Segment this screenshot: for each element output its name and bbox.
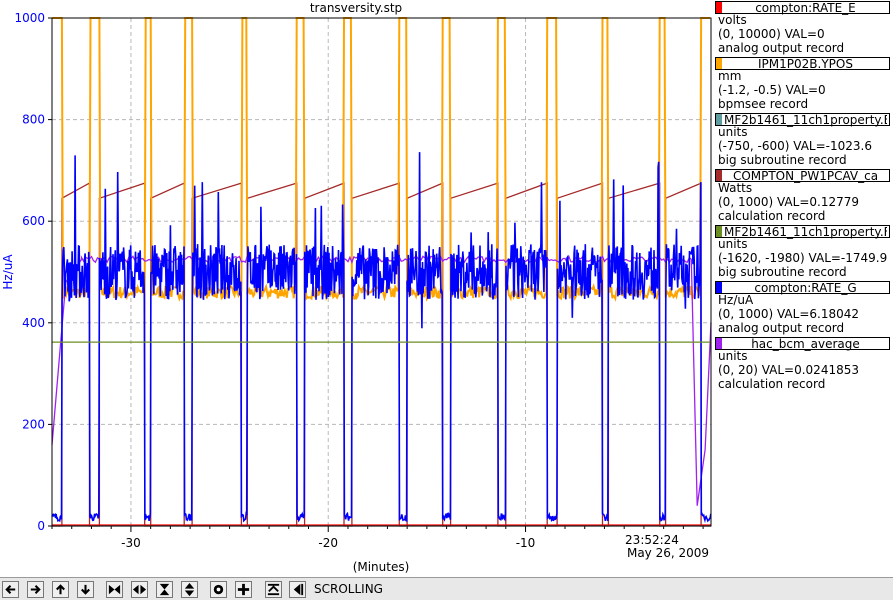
legend-name-box[interactable]: COMPTON_PW1PCAV_ca bbox=[715, 169, 890, 183]
arrow-up-button[interactable] bbox=[52, 581, 69, 598]
legend-name-box[interactable]: hac_bcm_average bbox=[715, 337, 890, 351]
x-tick-label: -10 bbox=[516, 536, 536, 550]
legend-name-box[interactable]: MF2b1461_11ch1property.E bbox=[715, 113, 890, 127]
legend-units: mm bbox=[718, 69, 742, 83]
zoom-out-vertical-button[interactable] bbox=[181, 581, 198, 598]
pan-left-button[interactable] bbox=[289, 581, 306, 598]
arrow-right-icon bbox=[30, 585, 41, 594]
legend-units: Watts bbox=[718, 181, 753, 195]
y-tick-label: 1000 bbox=[14, 11, 45, 25]
legend-swatch bbox=[716, 58, 722, 69]
zoom-in-horizontal-button[interactable] bbox=[106, 581, 123, 598]
legend-record: analog output record bbox=[718, 321, 845, 335]
plot-frame bbox=[51, 17, 712, 527]
legend-units: volts bbox=[718, 13, 747, 27]
legend-name-box[interactable]: IPM1P02B.YPOS bbox=[715, 57, 890, 71]
arrow-left-icon bbox=[5, 585, 16, 594]
legend-record: big subroutine record bbox=[718, 265, 847, 279]
legend-range: (0, 1000) VAL=0.12779 bbox=[718, 195, 859, 209]
legend-series-name: COMPTON_PW1PCAV_ca bbox=[732, 169, 879, 183]
autoscale-button[interactable] bbox=[265, 581, 282, 598]
toolbar: SCROLLING bbox=[0, 577, 893, 600]
y-tick-label: 0 bbox=[37, 519, 45, 533]
legend-range: (0, 1000) VAL=6.18042 bbox=[718, 307, 859, 321]
legend-range: (-1620, -1980) VAL=-1749.9 bbox=[718, 251, 888, 265]
x-tick-label: -20 bbox=[318, 536, 338, 550]
legend-record: big subroutine record bbox=[718, 153, 847, 167]
x-tick-label: -30 bbox=[121, 536, 141, 550]
zoom-out-vertical-icon bbox=[184, 582, 195, 597]
y-axis-label: Hz/uA bbox=[1, 254, 15, 290]
legend-swatch bbox=[716, 226, 722, 237]
y-tick-label: 400 bbox=[22, 316, 45, 330]
timestamp-date: May 26, 2009 bbox=[627, 546, 709, 560]
autoscale-icon bbox=[267, 583, 280, 596]
arrow-down-button[interactable] bbox=[77, 581, 94, 598]
zoom-in-horizontal-icon bbox=[108, 584, 121, 595]
chart-title: transversity.stp bbox=[309, 1, 403, 15]
add-icon bbox=[237, 583, 250, 596]
pan-left-icon bbox=[293, 583, 304, 596]
legend-series-name: compton:RATE_G bbox=[754, 281, 857, 295]
timestamp-time: 23:52:24 bbox=[625, 533, 679, 547]
y-tick-label: 600 bbox=[22, 214, 45, 228]
legend-units: units bbox=[718, 237, 748, 251]
legend-record: analog output record bbox=[718, 41, 845, 55]
legend-series-name: MF2b1461_11ch1property.E bbox=[724, 113, 887, 127]
legend-name-box[interactable]: MF2b1461_11ch1property.F bbox=[715, 225, 890, 239]
legend-range: (0, 10000) VAL=0 bbox=[718, 27, 825, 41]
legend-record: calculation record bbox=[718, 209, 826, 223]
legend-series-name: MF2b1461_11ch1property.F bbox=[724, 225, 887, 239]
legend-record: bpmsee record bbox=[718, 97, 809, 111]
legend-units: units bbox=[718, 349, 748, 363]
legend-units: Hz/uA bbox=[718, 293, 754, 307]
zoom-out-horizontal-button[interactable] bbox=[131, 581, 148, 598]
legend-record: calculation record bbox=[718, 377, 826, 391]
zoom-in-vertical-button[interactable] bbox=[156, 581, 173, 598]
record-button[interactable] bbox=[210, 581, 227, 598]
y-tick-label: 800 bbox=[22, 113, 45, 127]
y-axis: 0 200 400 600 800 1000 bbox=[14, 11, 52, 533]
series-compton-rate-g bbox=[51, 152, 712, 524]
legend-swatch bbox=[716, 2, 722, 13]
arrow-right-button[interactable] bbox=[27, 581, 44, 598]
y-tick-label: 200 bbox=[22, 417, 45, 431]
arrow-up-icon bbox=[56, 584, 65, 595]
legend-units: units bbox=[718, 125, 748, 139]
legend: compton:RATE_E volts (0, 10000) VAL=0 analo… bbox=[712, 0, 893, 578]
legend-swatch bbox=[716, 338, 722, 349]
legend-name-box[interactable]: compton:RATE_E bbox=[715, 1, 890, 15]
arrow-down-icon bbox=[81, 584, 90, 595]
strip-chart: 0 200 400 600 800 1000 -30 -20 -10 Hz/uA (Minut… bbox=[1, 11, 712, 574]
record-icon bbox=[213, 584, 224, 595]
legend-swatch bbox=[716, 170, 722, 181]
zoom-out-horizontal-icon bbox=[132, 584, 147, 595]
arrow-left-button[interactable] bbox=[2, 581, 19, 598]
add-button[interactable] bbox=[235, 581, 252, 598]
x-axis: -30 -20 -10 bbox=[51, 526, 704, 550]
legend-range: (-1.2, -0.5) VAL=0 bbox=[718, 83, 826, 97]
x-axis-label: (Minutes) bbox=[353, 560, 410, 574]
legend-series-name: IPM1P02B.YPOS bbox=[758, 57, 853, 71]
legend-range: (0, 20) VAL=0.0241853 bbox=[718, 363, 859, 377]
series-group bbox=[51, 17, 712, 527]
legend-range: (-750, -600) VAL=-1023.6 bbox=[718, 139, 872, 153]
zoom-in-vertical-icon bbox=[159, 583, 170, 596]
legend-swatch bbox=[716, 282, 722, 293]
legend-name-box[interactable]: compton:RATE_G bbox=[715, 281, 890, 295]
legend-series-name: hac_bcm_average bbox=[751, 337, 860, 351]
legend-swatch bbox=[716, 114, 722, 125]
mode-label: SCROLLING bbox=[314, 582, 383, 596]
legend-series-name: compton:RATE_E bbox=[755, 1, 856, 15]
